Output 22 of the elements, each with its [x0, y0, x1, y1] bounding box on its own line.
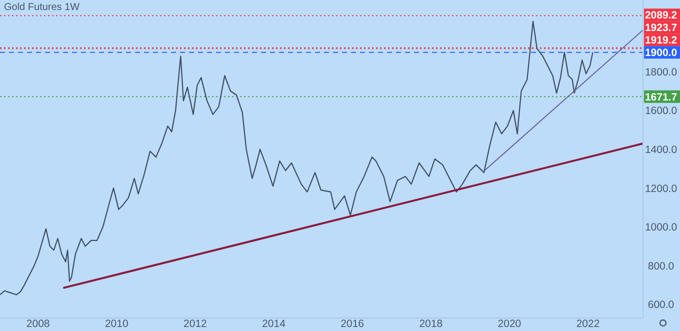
ref-line-label: 1671.7: [644, 91, 678, 104]
y-tick-label: 1000.0: [644, 222, 678, 234]
legend-label: 1923.7: [644, 22, 678, 34]
ref-line-label: 1900.0: [644, 47, 678, 60]
x-tick-label: 2018: [419, 318, 443, 330]
x-tick-label: 2012: [184, 318, 208, 330]
line-series: [0, 20, 594, 296]
ref-line-label: 1919.2: [644, 34, 678, 47]
y-tick-label: 1200.0: [644, 182, 678, 195]
x-tick-label: 2022: [576, 318, 600, 330]
y-tick-label: 800.0: [648, 260, 674, 272]
y-tick-label: 1600.0: [644, 105, 678, 118]
x-tick-label: 2016: [340, 318, 364, 330]
x-tick-label: 2008: [26, 318, 50, 330]
chart-title: Gold Futures 1W: [4, 2, 80, 13]
x-tick-label: 2020: [498, 318, 522, 330]
x-tick-label: 2010: [104, 318, 128, 330]
ref-line-label: 2089.2: [644, 10, 678, 22]
y-tick-label: 1400.0: [644, 144, 678, 156]
y-tick-label: 1800.0: [644, 66, 678, 78]
y-tick-label: 600.0: [648, 299, 674, 312]
x-tick-label: 2014: [262, 318, 286, 330]
